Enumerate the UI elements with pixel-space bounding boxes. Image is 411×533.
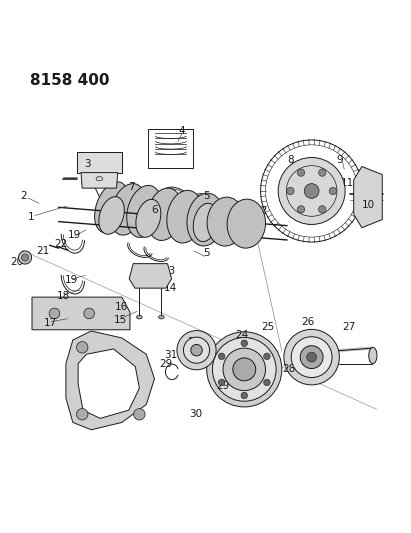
Text: 24: 24: [235, 330, 248, 340]
Text: 5: 5: [203, 191, 210, 201]
Ellipse shape: [234, 207, 259, 246]
Text: 25: 25: [261, 322, 274, 332]
Text: 11: 11: [341, 178, 354, 188]
Text: 30: 30: [189, 409, 202, 419]
Polygon shape: [78, 349, 139, 418]
Text: 6: 6: [150, 270, 157, 280]
Circle shape: [76, 342, 88, 353]
Text: 5: 5: [203, 248, 210, 259]
Text: 10: 10: [362, 200, 375, 210]
Text: 9: 9: [336, 155, 343, 165]
Ellipse shape: [227, 199, 266, 248]
Circle shape: [278, 158, 345, 224]
Circle shape: [241, 340, 247, 346]
Ellipse shape: [95, 182, 129, 233]
Polygon shape: [66, 331, 155, 430]
Text: 17: 17: [44, 318, 57, 328]
Polygon shape: [32, 297, 130, 330]
Circle shape: [76, 409, 88, 420]
Ellipse shape: [127, 185, 162, 237]
Text: 13: 13: [163, 266, 176, 277]
Ellipse shape: [193, 203, 218, 241]
Circle shape: [212, 337, 276, 401]
Circle shape: [223, 348, 266, 391]
Text: 22: 22: [54, 239, 67, 249]
Circle shape: [241, 392, 247, 399]
Ellipse shape: [147, 188, 182, 240]
Circle shape: [177, 330, 216, 370]
Circle shape: [233, 358, 256, 381]
Text: 6: 6: [151, 205, 158, 215]
Circle shape: [263, 353, 270, 360]
Circle shape: [84, 308, 95, 319]
Text: 14: 14: [164, 282, 178, 293]
Text: 31: 31: [164, 351, 178, 360]
Text: 23: 23: [187, 337, 201, 347]
Text: 27: 27: [343, 322, 356, 332]
Ellipse shape: [187, 193, 224, 246]
Text: 12: 12: [255, 206, 268, 216]
Polygon shape: [129, 264, 172, 288]
Ellipse shape: [111, 183, 145, 235]
Circle shape: [18, 251, 32, 264]
Text: 26: 26: [302, 317, 315, 327]
Circle shape: [329, 187, 337, 195]
Polygon shape: [81, 173, 118, 188]
Text: 28: 28: [282, 365, 296, 374]
Ellipse shape: [136, 316, 142, 319]
Text: 8: 8: [287, 155, 294, 165]
Circle shape: [263, 379, 270, 386]
Circle shape: [21, 254, 29, 261]
Text: 15: 15: [114, 316, 127, 325]
Ellipse shape: [102, 223, 115, 232]
Text: 4: 4: [178, 126, 185, 136]
Text: 29: 29: [216, 381, 229, 391]
Circle shape: [134, 409, 145, 420]
Circle shape: [183, 337, 210, 364]
Circle shape: [291, 337, 332, 377]
Text: 8158 400: 8158 400: [30, 73, 109, 88]
Ellipse shape: [369, 348, 377, 364]
Polygon shape: [77, 152, 122, 173]
Text: 2: 2: [21, 191, 27, 201]
Text: 21: 21: [37, 246, 50, 256]
Circle shape: [287, 187, 294, 195]
Circle shape: [297, 206, 305, 213]
Text: 19: 19: [67, 230, 81, 240]
Circle shape: [207, 332, 282, 407]
Circle shape: [49, 308, 60, 319]
Ellipse shape: [207, 197, 245, 246]
Circle shape: [319, 206, 326, 213]
Circle shape: [191, 344, 202, 356]
Text: 20: 20: [10, 256, 23, 266]
Circle shape: [297, 169, 305, 176]
Ellipse shape: [167, 190, 203, 243]
FancyBboxPatch shape: [148, 128, 193, 168]
Text: 29: 29: [159, 359, 172, 369]
Ellipse shape: [99, 197, 125, 235]
Polygon shape: [354, 166, 382, 228]
Ellipse shape: [136, 199, 161, 237]
Text: 19: 19: [65, 274, 78, 285]
Circle shape: [307, 352, 316, 362]
Text: 1: 1: [28, 212, 34, 222]
Circle shape: [319, 169, 326, 176]
Circle shape: [284, 329, 339, 385]
Text: 18: 18: [57, 291, 70, 301]
Text: 16: 16: [115, 302, 129, 311]
Circle shape: [218, 353, 225, 360]
Circle shape: [218, 379, 225, 386]
Text: 3: 3: [84, 159, 90, 168]
Circle shape: [304, 184, 319, 198]
Text: 7: 7: [128, 182, 134, 192]
Circle shape: [300, 346, 323, 368]
Ellipse shape: [159, 316, 164, 319]
